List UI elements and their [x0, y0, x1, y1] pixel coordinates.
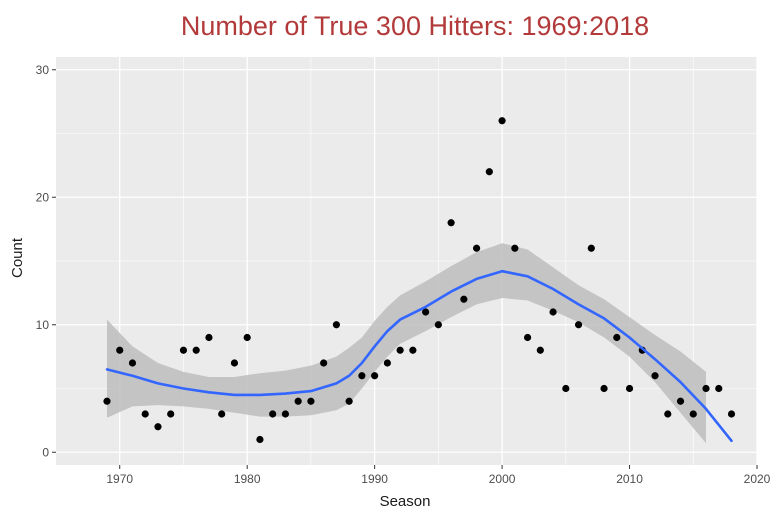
x-tick-label: 1970 — [106, 472, 133, 486]
data-point — [103, 397, 111, 405]
data-point — [154, 423, 162, 431]
data-point — [562, 384, 570, 393]
y-tick-label: 20 — [36, 190, 50, 204]
x-tick-label: 1990 — [361, 472, 388, 486]
data-point — [205, 333, 213, 342]
data-point — [167, 410, 175, 418]
data-point — [409, 346, 417, 354]
x-tick-label: 2010 — [616, 472, 643, 486]
y-axis-label: Count — [9, 237, 26, 278]
data-point — [485, 168, 493, 176]
data-point — [664, 410, 672, 418]
data-point — [307, 397, 315, 405]
data-point — [192, 346, 200, 354]
data-points-layer — [103, 117, 736, 444]
data-point — [345, 397, 353, 405]
data-point — [128, 359, 137, 367]
data-point — [141, 410, 149, 418]
data-point — [498, 117, 506, 125]
data-point — [269, 410, 277, 418]
y-tick-label: 30 — [36, 63, 50, 77]
data-point — [447, 219, 455, 227]
y-axis: 0 10 20 30 — [36, 63, 56, 459]
x-tick-label: 1980 — [234, 472, 261, 486]
x-axis: 1970 1980 1990 2000 2010 2020 — [106, 465, 771, 486]
minor-gridlines — [56, 57, 757, 465]
data-point — [460, 295, 468, 303]
data-point — [218, 410, 226, 418]
data-point — [358, 372, 366, 380]
data-point — [511, 244, 519, 252]
data-point — [256, 435, 264, 444]
x-tick-label: 2020 — [744, 472, 771, 486]
data-point — [396, 346, 404, 354]
confidence-band — [107, 243, 706, 444]
data-point — [230, 359, 239, 367]
data-point — [294, 397, 302, 405]
data-point — [613, 333, 621, 342]
chart-title: Number of True 300 Hitters: 1969:2018 — [181, 11, 649, 41]
y-tick-label: 0 — [42, 445, 49, 459]
data-point — [116, 346, 124, 354]
x-axis-label: Season — [380, 493, 431, 510]
confidence-band-layer — [107, 243, 706, 444]
data-point — [536, 346, 544, 354]
data-point — [371, 372, 379, 380]
data-point — [473, 244, 481, 252]
data-point — [587, 244, 595, 252]
data-point — [383, 359, 391, 367]
data-point — [702, 384, 710, 393]
smooth-line-layer — [105, 269, 733, 443]
data-point — [715, 384, 723, 393]
data-point — [523, 333, 532, 342]
data-point — [625, 384, 634, 393]
data-point — [243, 333, 251, 342]
data-point — [422, 308, 430, 316]
data-point — [600, 384, 608, 393]
data-point — [574, 321, 583, 329]
data-point — [651, 372, 659, 380]
data-point — [676, 397, 685, 405]
data-point — [320, 359, 328, 367]
data-point — [179, 346, 188, 354]
data-point — [332, 321, 340, 329]
data-point — [434, 321, 442, 329]
data-point — [727, 410, 736, 418]
data-point — [689, 410, 697, 418]
smooth-line — [105, 269, 733, 443]
y-tick-label: 10 — [36, 318, 50, 332]
data-point — [281, 410, 290, 418]
data-point — [549, 308, 557, 316]
x-tick-label: 2000 — [489, 472, 516, 486]
